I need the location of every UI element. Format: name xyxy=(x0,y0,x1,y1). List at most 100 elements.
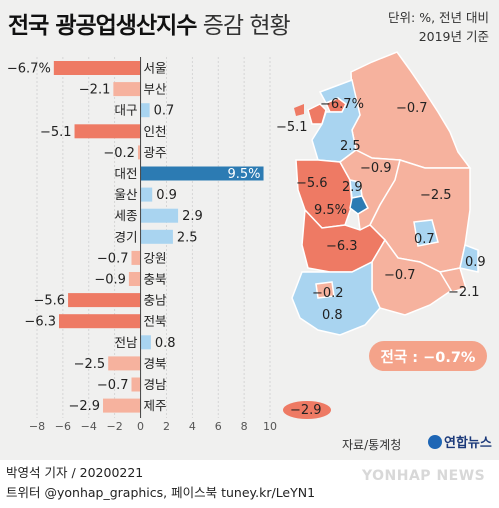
source-note: 자료/통계청 xyxy=(342,438,402,452)
category-label: 충북 xyxy=(144,272,167,287)
brand-name: 연합뉴스 xyxy=(444,436,492,451)
region-busan xyxy=(438,267,467,293)
map-label-jeonnam: 0.8 xyxy=(322,308,343,323)
bar xyxy=(140,229,173,244)
category-label: 서울 xyxy=(144,61,167,76)
x-tick-label: 10 xyxy=(263,420,277,433)
bar xyxy=(108,356,141,371)
credit-line-1: 박영석 기자 / 20200221 xyxy=(6,465,144,480)
bar xyxy=(140,208,179,223)
map-label-daegu: 0.7 xyxy=(414,232,435,247)
bar xyxy=(53,61,141,75)
brand-dot-icon xyxy=(428,435,442,449)
map-label-ulsan: 0.9 xyxy=(465,255,486,270)
value-label: −6.3 xyxy=(24,315,56,330)
map-label-chungbuk: −0.9 xyxy=(360,161,392,176)
category-label: 전북 xyxy=(144,314,167,329)
bar xyxy=(103,398,141,413)
region-ulsan xyxy=(459,243,479,273)
category-label: 울산 xyxy=(115,187,139,202)
region-jeonnam xyxy=(291,260,381,336)
bar xyxy=(74,124,141,139)
map-label-busan: −2.1 xyxy=(448,285,480,300)
map-label-gwangju: −0.2 xyxy=(312,286,344,301)
value-label: −0.2 xyxy=(103,146,135,161)
bar xyxy=(128,272,141,286)
title-sub: 증감 현황 xyxy=(202,13,291,39)
region-chungnam xyxy=(295,159,353,229)
unit-line-2: 2019년 기준 xyxy=(418,29,489,44)
bar xyxy=(68,293,141,308)
unit-note: 단위: %, 전년 대비 2019년 기준 xyxy=(388,8,489,46)
category-label: 대전 xyxy=(115,166,138,181)
region-incheon-island xyxy=(294,104,304,116)
value-label: 2.9 xyxy=(182,209,203,224)
national-total-badge: 전국 : −0.7% xyxy=(369,341,487,371)
x-tick-label: 4 xyxy=(189,420,196,433)
page-title: 전국 광공업생산지수 증감 현황 xyxy=(8,6,291,40)
watermark: YONHAP NEWS xyxy=(362,468,486,484)
region-gwangju xyxy=(315,281,335,299)
value-label: −0.7 xyxy=(97,251,129,266)
credit-line-2: 트위터 @yonhap_graphics, 페이스북 tuney.kr/LeYN… xyxy=(6,485,316,500)
korea-map xyxy=(283,51,479,419)
unit-line-1: 단위: %, 전년 대비 xyxy=(388,10,489,25)
map-value-labels: −6.7% −5.1 −0.7 2.5 −0.9 −5.6 2.9 9.5% −… xyxy=(276,97,486,418)
bar xyxy=(140,187,153,202)
map-label-gyeonggi: 2.5 xyxy=(340,139,361,154)
map-label-gyeongnam: −0.7 xyxy=(384,268,416,283)
category-label: 세종 xyxy=(115,208,138,223)
value-label: −0.9 xyxy=(94,273,126,288)
value-label: −0.7 xyxy=(97,378,129,393)
value-label: −2.9 xyxy=(68,399,100,414)
footer xyxy=(0,460,499,508)
bar xyxy=(131,377,141,392)
bar xyxy=(113,82,141,97)
region-daegu xyxy=(413,219,439,247)
category-label: 전남 xyxy=(115,335,139,350)
value-label: −2.5 xyxy=(74,357,106,372)
map-label-sejong: 2.9 xyxy=(342,180,363,195)
value-label: 2.5 xyxy=(177,230,198,245)
x-tick-label: −6 xyxy=(55,420,71,433)
value-label: 0.9 xyxy=(156,188,177,203)
map-label-seoul: −6.7% xyxy=(320,97,364,112)
map-label-gyeongbuk: −2.5 xyxy=(420,188,452,203)
bar xyxy=(140,335,151,350)
value-label: 9.5% xyxy=(227,167,260,182)
category-label: 제주 xyxy=(144,398,167,413)
title-bold: 전국 광공업생산지수 xyxy=(8,13,197,39)
map-label-gangwon: −0.7 xyxy=(396,101,428,116)
value-label: −5.1 xyxy=(40,125,72,140)
category-label: 대구 xyxy=(115,103,138,118)
x-tick-label: 0 xyxy=(137,420,144,433)
category-label: 인천 xyxy=(144,124,167,139)
category-label: 광주 xyxy=(144,145,167,160)
x-tick-label: −2 xyxy=(107,420,123,433)
value-label: 0.8 xyxy=(155,336,176,351)
category-label: 경북 xyxy=(144,356,167,371)
category-label: 강원 xyxy=(144,250,167,265)
x-tick-label: 2 xyxy=(163,420,170,433)
bar xyxy=(140,166,264,181)
bar xyxy=(59,314,141,329)
category-label: 경기 xyxy=(115,229,138,244)
map-label-jeju: −2.9 xyxy=(290,403,322,418)
x-tick-label: 8 xyxy=(241,420,248,433)
value-label: −2.1 xyxy=(79,83,111,98)
chart-and-map: −8 −6 −4 −2 0 2 4 6 8 10 서울 −6.7% 부산 −2.1 대구 0.7 인천 −5.1 광… xyxy=(7,51,486,433)
bar xyxy=(131,250,141,265)
region-gyeonggi xyxy=(311,78,361,163)
map-label-chungnam: −5.6 xyxy=(296,176,328,191)
x-tick-label: −8 xyxy=(29,420,45,433)
bar-chart: −8 −6 −4 −2 0 2 4 6 8 10 서울 −6.7% 부산 −2.1 대구 0.7 인천 −5.1 광… xyxy=(7,57,277,433)
value-label: 0.7 xyxy=(154,104,175,119)
x-tick-label: 6 xyxy=(215,420,222,433)
x-tick-label: −4 xyxy=(81,420,97,433)
bar xyxy=(140,103,150,118)
category-label: 부산 xyxy=(144,82,168,97)
brand-logo: 연합뉴스 xyxy=(428,432,492,451)
region-jeju xyxy=(283,401,331,419)
map-label-incheon: −5.1 xyxy=(276,120,308,135)
category-label: 경남 xyxy=(144,377,168,392)
